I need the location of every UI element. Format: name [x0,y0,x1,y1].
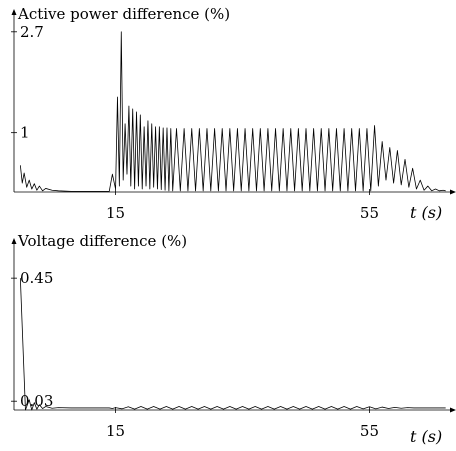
voltage-series-line [19,278,446,411]
voltage-x-axis-arrow [450,407,456,413]
active-power-y-tick-label: 1 [20,124,30,142]
active-power-y-ticks: 12.7 [11,23,44,142]
voltage-y-tick-label: 0.03 [20,392,53,410]
voltage-x-tick-label: 15 [106,422,125,440]
active-power-y-label: Active power difference (%) [17,5,230,23]
voltage-x-ticks: 15 55 [106,407,379,440]
active-power-x-tick-label: 15 [106,204,125,222]
active-power-y-tick-label: 2.7 [20,23,44,41]
voltage-x-tick-label: 55 [360,422,379,440]
voltage-y-axis-arrow [11,238,17,244]
active-power-x-label: t (s) [410,203,442,222]
active-power-y-axis-arrow [11,9,17,15]
voltage-y-tick-label: 0.45 [20,269,53,287]
voltage-y-label: Voltage difference (%) [17,232,187,250]
active-power-x-tick-label: 55 [360,204,379,222]
voltage-y-ticks: 0.03 0.45 [11,269,53,410]
active-power-series-line [19,31,446,192]
voltage-panel: Voltage difference (%) t (s) 15 55 0.030.… [11,232,456,446]
active-power-panel: Active power difference (%) t (s) 15 55 1… [11,5,456,222]
active-power-x-axis-arrow [450,189,456,195]
voltage-x-label: t (s) [410,427,442,446]
active-power-x-ticks: 15 55 [106,189,379,222]
